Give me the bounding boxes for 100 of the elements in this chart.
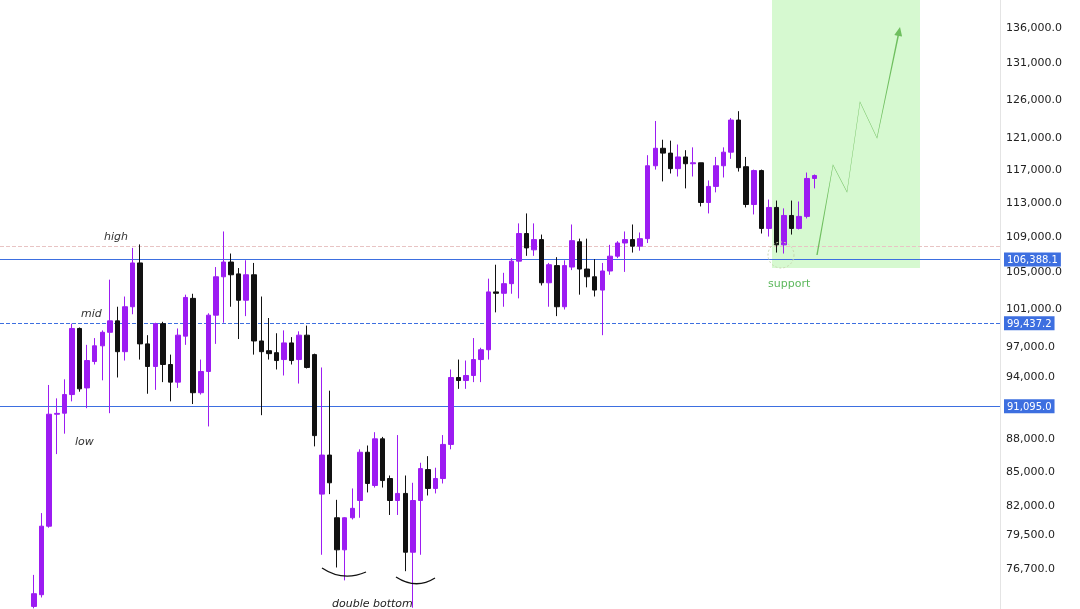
candlestick xyxy=(554,256,560,317)
ref-line-label: 99,437.2 xyxy=(1007,317,1052,329)
candlestick xyxy=(668,140,673,175)
candlestick xyxy=(509,257,514,295)
candlestick xyxy=(206,312,211,427)
candlestick xyxy=(54,397,60,455)
candlestick xyxy=(683,149,688,189)
candlestick xyxy=(350,487,355,520)
annotation: double bottom xyxy=(332,596,413,609)
candlestick xyxy=(334,499,340,568)
candlestick xyxy=(592,258,597,298)
candlestick xyxy=(183,294,188,346)
y-tick-label: 113,000.0 xyxy=(1006,196,1062,209)
candlestick xyxy=(130,247,135,315)
candlestick xyxy=(418,462,423,556)
candlestick xyxy=(266,317,272,361)
candlestick xyxy=(365,445,370,493)
candlestick xyxy=(584,238,590,288)
candlestick xyxy=(145,334,150,395)
candlestick xyxy=(751,169,757,215)
candlestick xyxy=(698,162,704,207)
candlestick xyxy=(789,200,794,236)
candlestick xyxy=(774,200,779,254)
candlestick xyxy=(516,222,522,299)
candlestick xyxy=(410,482,416,609)
candlestick xyxy=(493,264,499,313)
candlestick xyxy=(425,455,431,496)
candlestick xyxy=(653,120,658,171)
candlestick xyxy=(675,144,681,178)
candlestick xyxy=(546,262,552,308)
candlestick xyxy=(706,179,711,214)
candlestick xyxy=(812,173,817,189)
candlestick xyxy=(160,321,166,383)
ref-line-label: 91,095.0 xyxy=(1007,400,1052,412)
candlestick xyxy=(524,212,529,257)
y-tick-label: 76,700.0 xyxy=(1006,562,1055,576)
y-tick-label: 126,000.0 xyxy=(1006,93,1062,107)
candlestick xyxy=(296,330,302,385)
candlestick xyxy=(690,146,696,178)
y-tick-label: 94,000.0 xyxy=(1006,369,1055,383)
candlestick xyxy=(274,332,279,370)
candlestick xyxy=(319,366,325,556)
candlestick xyxy=(327,390,332,495)
candlestick xyxy=(471,337,476,383)
candlestick xyxy=(46,384,52,529)
candlestick xyxy=(562,259,567,311)
candlestick xyxy=(448,368,454,450)
candlestick xyxy=(478,347,484,383)
candlestick xyxy=(243,259,249,317)
candlestick xyxy=(289,336,294,365)
y-tick-label: 97,000.0 xyxy=(1006,340,1055,354)
candlestick xyxy=(645,154,650,244)
candlestick xyxy=(600,262,605,336)
candlestick xyxy=(175,327,181,389)
candlestick xyxy=(281,329,287,376)
candlestick xyxy=(766,199,772,238)
candlestick xyxy=(77,327,82,393)
candlestick xyxy=(660,139,666,182)
candlestick xyxy=(804,172,810,219)
candlestick xyxy=(342,516,347,581)
y-tick-label: 109,000.0 xyxy=(1006,230,1062,244)
candlestick xyxy=(122,296,128,362)
candlestick xyxy=(213,266,219,345)
candlestick xyxy=(137,243,143,361)
candlestick xyxy=(39,512,44,598)
annotation: low xyxy=(75,434,94,448)
candlestick xyxy=(622,230,628,273)
annotation: mid xyxy=(81,306,103,320)
candlestick xyxy=(781,207,787,255)
candlestick xyxy=(372,431,378,489)
candlestick xyxy=(228,253,234,308)
candlestick xyxy=(736,110,741,173)
candlestick xyxy=(69,323,75,402)
candlestick xyxy=(440,434,446,484)
y-tick-label: 79,500.0 xyxy=(1006,528,1055,542)
y-tick-label: 101,000.0 xyxy=(1006,302,1062,316)
candlestick xyxy=(395,434,400,516)
candlestick xyxy=(92,337,97,365)
annotation: support xyxy=(768,276,811,290)
candlestick xyxy=(630,224,635,254)
candlestick xyxy=(304,325,310,369)
y-tick-label: 121,000.0 xyxy=(1006,131,1062,145)
ref-line-label: 106,388.1 xyxy=(1007,253,1058,265)
candlestick xyxy=(607,244,613,276)
candlestick xyxy=(721,146,726,178)
candlestick xyxy=(168,354,173,402)
candlestick xyxy=(312,353,317,447)
candlestick xyxy=(115,306,120,378)
candlestick xyxy=(221,230,226,324)
candlestick xyxy=(569,224,575,271)
y-tick-label: 131,000.0 xyxy=(1006,56,1062,70)
candlestick xyxy=(539,234,544,286)
candlestick xyxy=(713,156,719,193)
y-tick-label: 85,000.0 xyxy=(1006,465,1055,479)
candlestick xyxy=(463,360,469,390)
candlestick xyxy=(637,231,643,252)
candlestick xyxy=(107,279,113,414)
candlestick xyxy=(259,296,264,416)
candlestick xyxy=(153,322,158,391)
candlestick xyxy=(615,240,620,259)
